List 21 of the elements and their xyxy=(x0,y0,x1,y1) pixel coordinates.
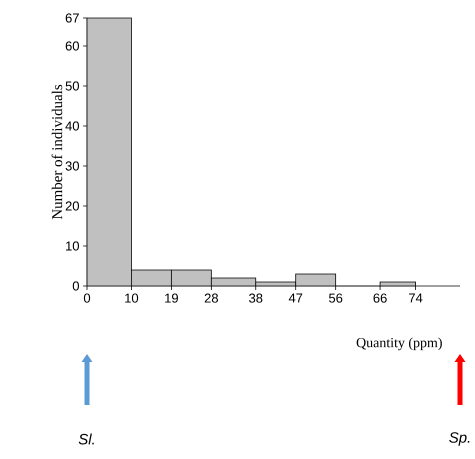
x-tick-label: 47 xyxy=(288,294,302,302)
y-tick-label: 40 xyxy=(65,121,79,131)
text: Sp. xyxy=(449,432,470,446)
y-tick-label: 50 xyxy=(66,81,79,91)
y-tick-label: 30 xyxy=(66,161,79,171)
x-tick-label: 66 xyxy=(374,294,387,303)
y-tick-label: 60 xyxy=(66,41,79,51)
text: Sl. xyxy=(78,434,94,444)
x-tick-label: 28 xyxy=(204,294,218,303)
x-tick-label: 56 xyxy=(328,294,342,303)
x-tick-label: 0 xyxy=(84,294,90,303)
y-tick-label: 20 xyxy=(66,201,79,211)
y-axis-title: Number of individuals xyxy=(52,84,62,220)
x-tick-label: 19 xyxy=(165,294,178,303)
y-tick-label: 10 xyxy=(66,241,79,251)
y-tick-label: 67 xyxy=(66,13,79,23)
y-tick-label: 0 xyxy=(72,281,79,291)
x-tick-label: 38 xyxy=(249,294,262,303)
x-tick-label: 10 xyxy=(125,294,138,303)
x-axis-title: Quantity (ppm) xyxy=(356,337,442,350)
x-tick-label: 74 xyxy=(409,294,422,302)
